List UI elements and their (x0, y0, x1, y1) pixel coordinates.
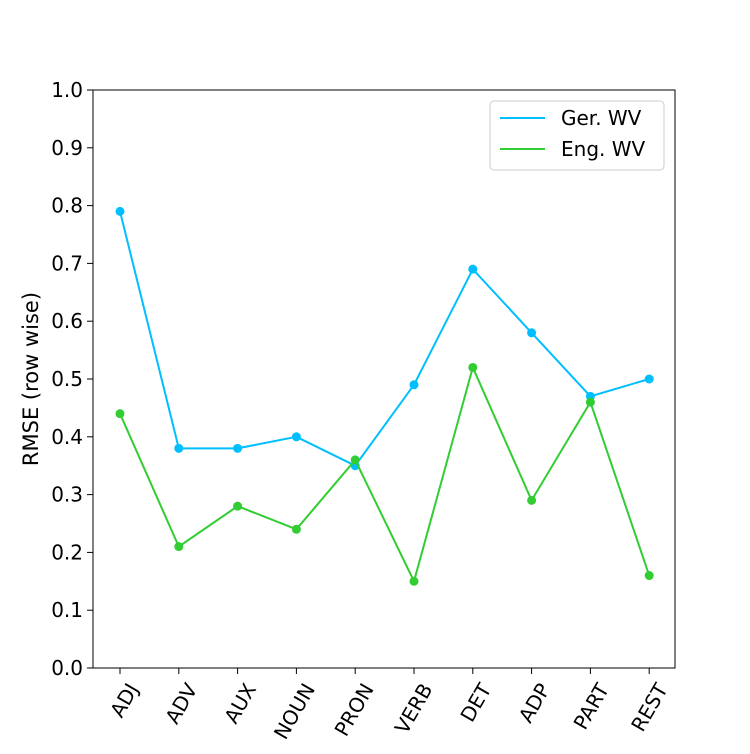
y-axis-label: RMSE (row wise) (19, 292, 43, 466)
data-point (409, 380, 419, 390)
legend: Ger. WV Eng. WV (489, 100, 665, 171)
data-point (644, 374, 654, 384)
x-tick-label: PART (569, 678, 615, 733)
data-point (585, 397, 595, 407)
x-axis-ticks: ADJ ADV AUX NOUN PRON VERB DET ADP PART REST (105, 668, 673, 743)
series-layer (115, 206, 654, 586)
y-tick-label: 0.2 (51, 540, 83, 564)
series-group (115, 362, 654, 586)
x-tick-label: ADP (514, 679, 555, 727)
y-tick-label: 0.4 (51, 425, 83, 449)
legend-label: Eng. WV (561, 137, 645, 161)
data-point (468, 362, 478, 372)
y-tick-label: 1.0 (51, 78, 83, 102)
x-tick-label: PRON (330, 679, 379, 740)
data-point (233, 443, 243, 453)
x-tick-label: REST (626, 678, 673, 735)
data-point (527, 328, 537, 338)
data-point (115, 206, 125, 216)
data-point (409, 576, 419, 586)
x-tick-label: ADV (160, 679, 202, 728)
data-point (233, 501, 243, 511)
data-point (174, 542, 184, 552)
y-tick-label: 0.0 (51, 656, 83, 680)
y-axis-ticks: 0.0 0.1 0.2 0.3 0.4 0.5 0.6 0.7 0.8 0.9 1.0 (51, 78, 93, 680)
x-tick-label: VERB (390, 679, 438, 738)
y-tick-label: 0.1 (51, 598, 83, 622)
data-point (527, 495, 537, 505)
y-tick-label: 0.8 (51, 194, 83, 218)
y-tick-label: 0.7 (51, 251, 83, 275)
y-tick-label: 0.3 (51, 483, 83, 507)
legend-label: Ger. WV (561, 106, 642, 130)
y-tick-label: 0.5 (51, 367, 83, 391)
data-point (115, 409, 125, 419)
y-tick-label: 0.6 (51, 309, 83, 333)
data-point (644, 571, 654, 581)
y-tick-label: 0.9 (51, 136, 83, 160)
x-tick-label: NOUN (269, 679, 320, 743)
data-point (291, 432, 301, 442)
series-group (115, 206, 654, 471)
x-tick-label: DET (455, 678, 496, 726)
plot-frame (92, 89, 676, 669)
data-point (291, 524, 301, 534)
data-point (468, 264, 478, 274)
data-point (350, 455, 360, 465)
series-line (119, 211, 650, 467)
x-tick-label: ADJ (105, 679, 143, 721)
data-point (174, 443, 184, 453)
series-line (119, 364, 651, 585)
x-tick-label: AUX (219, 679, 261, 728)
